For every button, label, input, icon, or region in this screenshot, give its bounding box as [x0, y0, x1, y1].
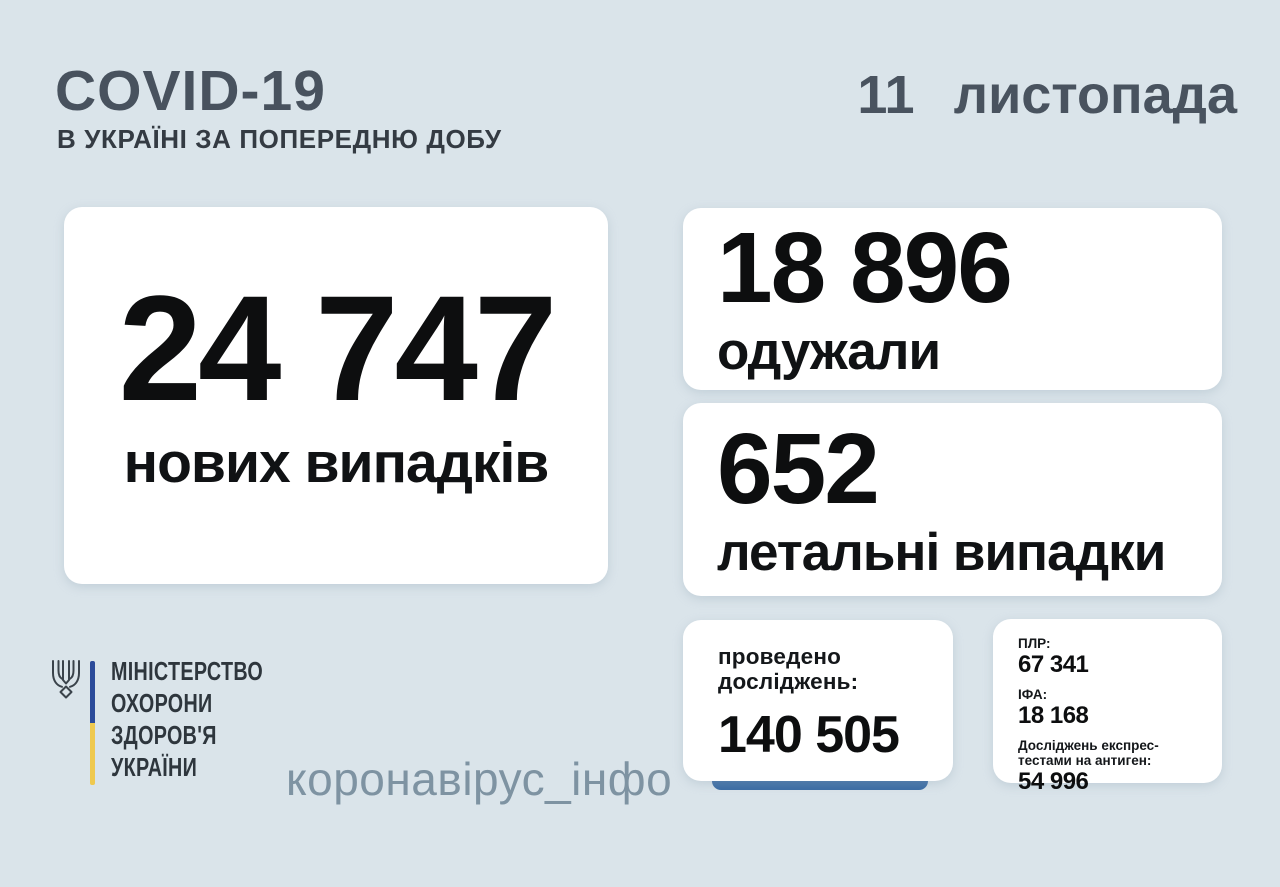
test-type-antigen-value: 54 996 [1018, 768, 1089, 795]
tests-card: проведено досліджень: 140 505 [683, 620, 953, 781]
tests-value: 140 505 [718, 706, 900, 764]
new-cases-label: нових випадків [123, 430, 550, 495]
test-type-plr-label: ПЛР: [1018, 636, 1051, 651]
report-date: 11 листопада [857, 65, 1237, 125]
recovered-card: 18 896 одужали [683, 208, 1222, 390]
page-title: COVID-19 [55, 59, 326, 123]
ministry-line: ОХОРОНИ [111, 688, 213, 718]
deaths-value: 652 [717, 412, 880, 525]
ministry-line: ЗДОРОВ'Я [111, 720, 217, 750]
test-type-ifa: ІФА: 18 168 [1018, 687, 1204, 729]
flag-divider [90, 661, 95, 785]
test-type-plr-value: 67 341 [1018, 651, 1089, 678]
deaths-card: 652 летальні випадки [683, 403, 1222, 596]
ministry-line: МІНІСТЕРСТВО [111, 656, 264, 686]
test-type-ifa-label: ІФА: [1018, 687, 1048, 702]
recovered-label: одужали [717, 322, 941, 382]
page-subtitle: В УКРАЇНІ ЗА ПОПЕРЕДНЮ ДОБУ [57, 124, 502, 154]
test-type-plr: ПЛР: 67 341 [1018, 636, 1204, 678]
deaths-label: летальні випадки [717, 522, 1166, 582]
ukraine-trident-icon [52, 660, 80, 699]
channel-name: коронавірус_інфо [286, 753, 673, 805]
test-breakdown-card: ПЛР: 67 341 ІФА: 18 168 Досліджень експр… [993, 619, 1222, 795]
test-type-ifa-value: 18 168 [1018, 702, 1089, 729]
tests-label: проведено досліджень: [718, 644, 859, 694]
recovered-value: 18 896 [717, 212, 1013, 325]
new-cases-card: 24 747 нових випадків [64, 207, 608, 584]
test-type-antigen-label: Досліджень експрес-тестами на антиген: [1018, 738, 1159, 768]
ministry-line: УКРАЇНИ [111, 752, 198, 782]
test-type-antigen: Досліджень експрес-тестами на антиген: 5… [1018, 738, 1204, 795]
ministry-name: МІНІСТЕРСТВО ОХОРОНИ ЗДОРОВ'Я УКРАЇНИ [111, 655, 263, 783]
new-cases-value: 24 747 [118, 264, 558, 433]
